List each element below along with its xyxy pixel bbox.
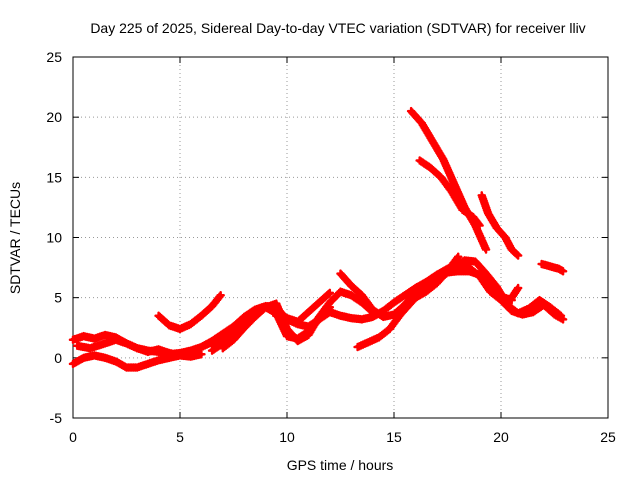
series-track-3 [73,335,206,361]
data-point [197,349,206,359]
data-series [68,106,568,372]
series-track-13 [477,191,523,260]
x-tick-label: 20 [493,429,509,445]
series-track-12 [415,156,484,230]
x-tick-label: 10 [279,429,295,445]
y-tick-labels: -5 0 5 10 15 20 25 [46,49,62,426]
series-track-11 [406,106,491,254]
y-tick-label: 15 [46,169,62,185]
x-tick-labels: 0 5 10 15 20 25 [69,429,616,445]
y-tick-label: 0 [54,350,62,366]
series-track-14 [507,283,523,302]
series-track-8 [272,288,335,326]
data-point [453,252,463,262]
data-point [558,266,568,276]
series-track-4 [154,291,225,334]
axis-ticks [72,56,609,419]
chart-title: Day 225 of 2025, Sidereal Day-to-day VTE… [90,20,585,36]
data-point [513,251,523,260]
x-tick-label: 0 [69,429,77,445]
x-axis-label: GPS time / hours [287,457,394,473]
series-track-16 [411,252,463,302]
data-point [216,291,225,300]
data-point [475,221,484,230]
y-axis-label: SDTVAR / TECUs [7,182,23,294]
data-point [325,288,335,298]
y-tick-label: -5 [50,410,63,426]
y-tick-label: 20 [46,109,62,125]
data-point [556,311,566,320]
x-tick-label: 15 [386,429,402,445]
data-point [481,245,491,254]
y-tick-label: 5 [54,290,62,306]
x-tick-label: 5 [176,429,184,445]
x-tick-label: 25 [600,429,616,445]
data-point [513,283,523,293]
y-tick-label: 25 [46,49,62,65]
y-tick-label: 10 [46,230,62,246]
series-track-15 [537,259,568,276]
